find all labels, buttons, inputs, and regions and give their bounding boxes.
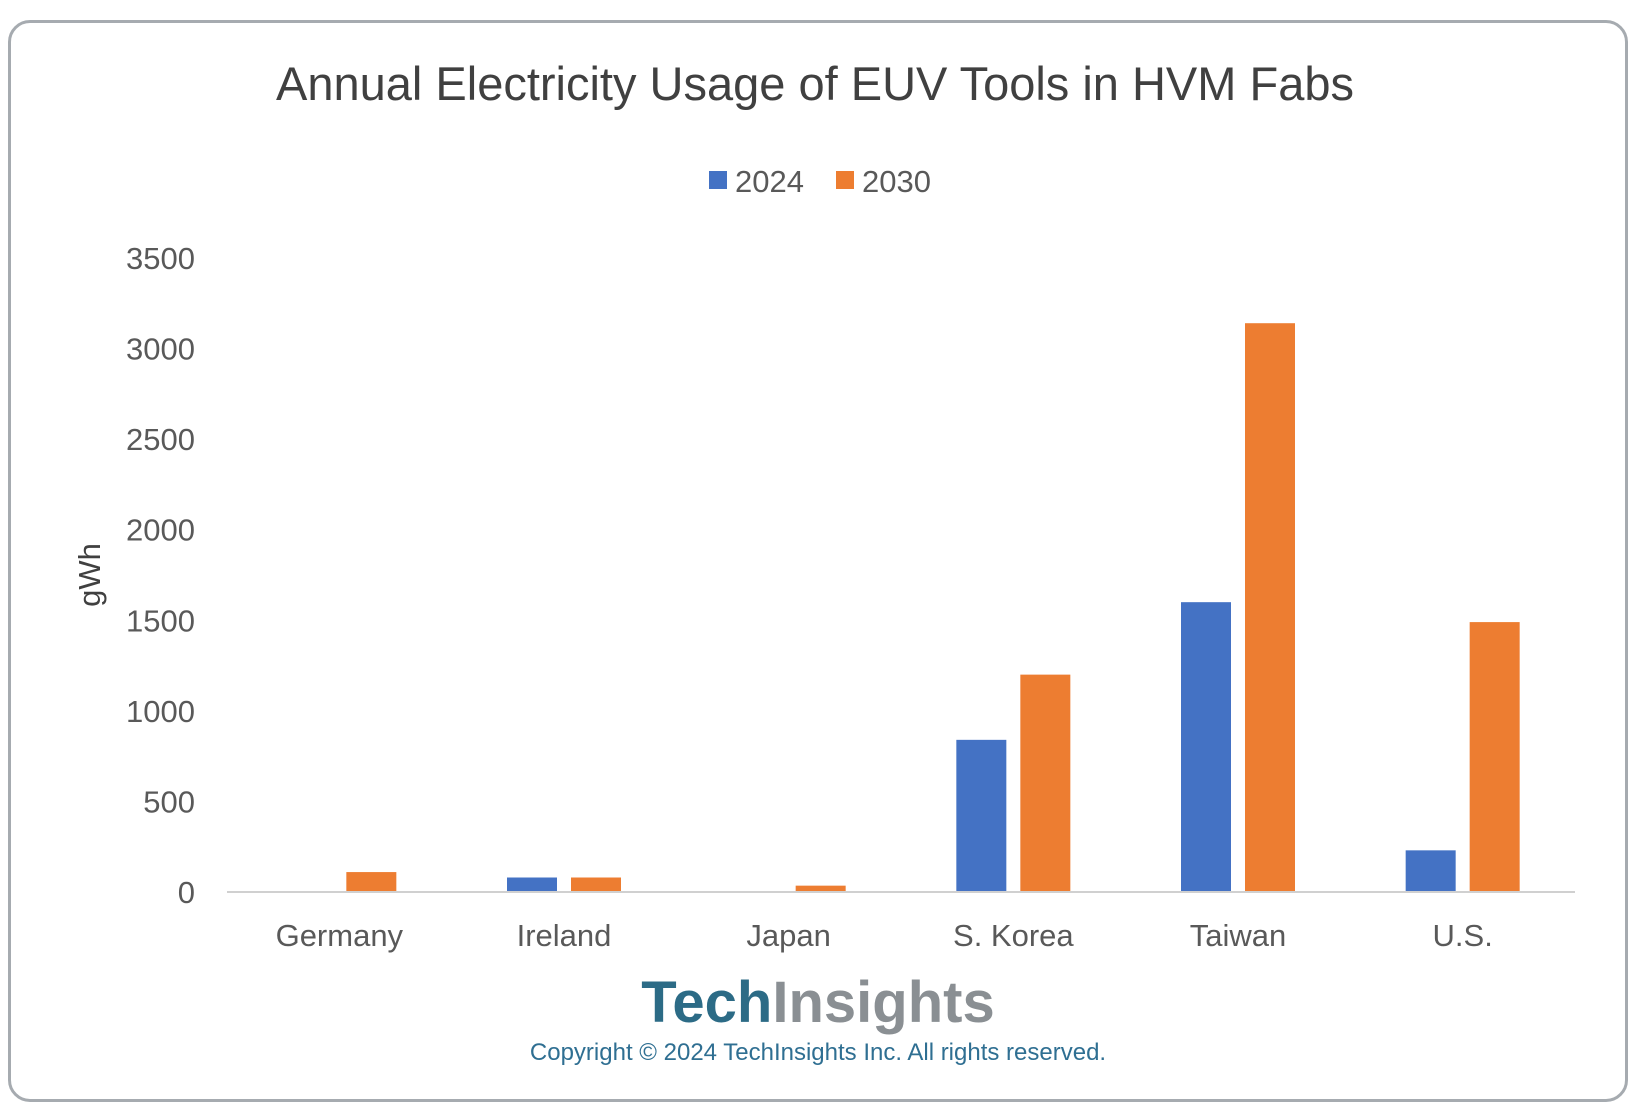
chart-title: Annual Electricity Usage of EUV Tools in… xyxy=(276,57,1354,110)
bar-2024-taiwan xyxy=(1181,602,1231,892)
svg-text:TechInsights: TechInsights xyxy=(641,970,994,1035)
bar-2030-u-s- xyxy=(1469,622,1520,892)
legend-label-2030: 2030 xyxy=(862,164,931,199)
bar-2024-u-s- xyxy=(1405,850,1456,892)
bar-2030-ireland xyxy=(571,877,621,892)
x-category-label: Japan xyxy=(746,918,830,953)
bar-2030-japan xyxy=(795,885,846,892)
y-tick-label: 1000 xyxy=(126,694,195,729)
legend-label-2024: 2024 xyxy=(735,164,804,199)
copyright-text: Copyright © 2024 TechInsights Inc. All r… xyxy=(530,1039,1106,1066)
bar-2030-taiwan xyxy=(1245,323,1295,892)
x-category-label: U.S. xyxy=(1433,918,1493,953)
x-axis-categories: Germany Ireland Japan S. Korea Taiwan U.S. xyxy=(276,918,1493,953)
x-category-label: Ireland xyxy=(517,918,612,953)
x-category-label: Germany xyxy=(276,918,404,953)
chart-frame xyxy=(8,20,1628,1102)
bar-2030-germany xyxy=(346,872,397,892)
y-tick-label: 3500 xyxy=(126,241,195,276)
y-tick-label: 2500 xyxy=(126,422,195,457)
y-tick-label: 0 xyxy=(178,875,195,910)
x-category-label: S. Korea xyxy=(953,918,1074,953)
legend-swatch-2024 xyxy=(709,171,727,189)
y-axis-ticks: 0 500 1000 1500 2000 2500 3000 3500 xyxy=(126,241,195,910)
y-tick-label: 1500 xyxy=(126,603,195,638)
y-axis-label: gWh xyxy=(72,543,107,607)
bars xyxy=(346,323,1520,892)
y-tick-label: 3000 xyxy=(126,332,195,367)
x-category-label: Taiwan xyxy=(1190,918,1287,953)
y-tick-label: 500 xyxy=(143,784,195,819)
logo-tech: Tech xyxy=(641,970,772,1035)
legend: 2024 2030 xyxy=(709,164,931,199)
legend-swatch-2030 xyxy=(836,171,854,189)
bar-2030-s-korea xyxy=(1020,674,1071,892)
y-tick-label: 2000 xyxy=(126,513,195,548)
logo-insights: Insights xyxy=(772,970,994,1035)
bar-2024-s-korea xyxy=(956,739,1007,892)
techinsights-logo: TechInsights xyxy=(641,970,994,1035)
bar-2024-ireland xyxy=(507,877,557,892)
